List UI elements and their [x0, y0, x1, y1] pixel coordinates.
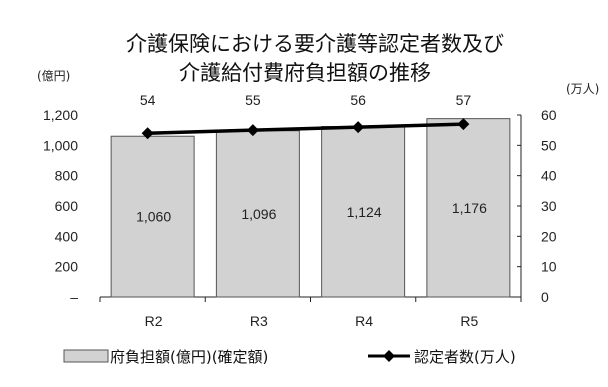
line-point: [246, 124, 259, 137]
left-y-tick-label: 600: [55, 198, 79, 214]
chart-title-line2: 介護給付費府負担額の推移: [179, 61, 431, 85]
line-value-label: 54: [140, 92, 156, 108]
left-y-tick-label: 1,000: [43, 137, 78, 153]
legend-bar-swatch: [63, 349, 109, 363]
bar-value-label: 1,124: [347, 204, 382, 220]
left-y-tick-label: 400: [55, 228, 79, 244]
left-y-tick-label: 200: [55, 259, 79, 275]
bar: [426, 118, 511, 298]
right-axis-unit: (万人): [566, 82, 599, 96]
line-point: [457, 118, 470, 131]
bar: [110, 135, 195, 298]
chart-title-line1: 介護保険における要介護等認定者数及び: [126, 32, 504, 56]
legend-bar-label: 府負担額(億円)(確定額): [110, 348, 268, 366]
x-category-label: R2: [145, 313, 163, 329]
right-y-tick-label: 50: [541, 137, 557, 153]
line-point: [141, 127, 154, 140]
x-category-label: R4: [355, 313, 373, 329]
left-y-tick-label: 1,200: [43, 107, 78, 123]
right-y-tick-label: 30: [541, 198, 557, 214]
x-category-label: R3: [250, 313, 268, 329]
x-category-label: R5: [460, 313, 478, 329]
right-y-tick-label: 20: [541, 228, 557, 244]
bar: [321, 126, 406, 298]
legend-line-label: 認定者数(万人): [414, 348, 516, 366]
left-axis-unit: (億円): [37, 69, 70, 83]
legend: 府負担額(億円)(確定額) 認定者数(万人): [63, 348, 516, 366]
bar: [215, 130, 300, 298]
line-value-label: 56: [350, 92, 366, 108]
plot-area: – 200 400 600 800 1,000 1,200 0 10 20 30 40 50 60 1,06…: [43, 92, 557, 329]
right-y-tick-label: 10: [541, 259, 557, 275]
right-y-tick-label: 60: [541, 107, 557, 123]
right-y-tick-label: 0: [541, 289, 549, 305]
right-y-tick-label: 40: [541, 168, 557, 184]
line-value-label: 57: [456, 92, 472, 108]
left-y-tick-label: 800: [55, 168, 79, 184]
legend-line-marker: [383, 350, 395, 362]
left-y-tick-label: –: [70, 289, 78, 305]
bar-value-label: 1,176: [452, 200, 487, 216]
line-series: [147, 122, 464, 135]
line-point: [352, 121, 365, 134]
bar-value-label: 1,096: [241, 206, 276, 222]
bar-value-label: 1,060: [136, 209, 171, 225]
line-value-label: 55: [245, 92, 261, 108]
